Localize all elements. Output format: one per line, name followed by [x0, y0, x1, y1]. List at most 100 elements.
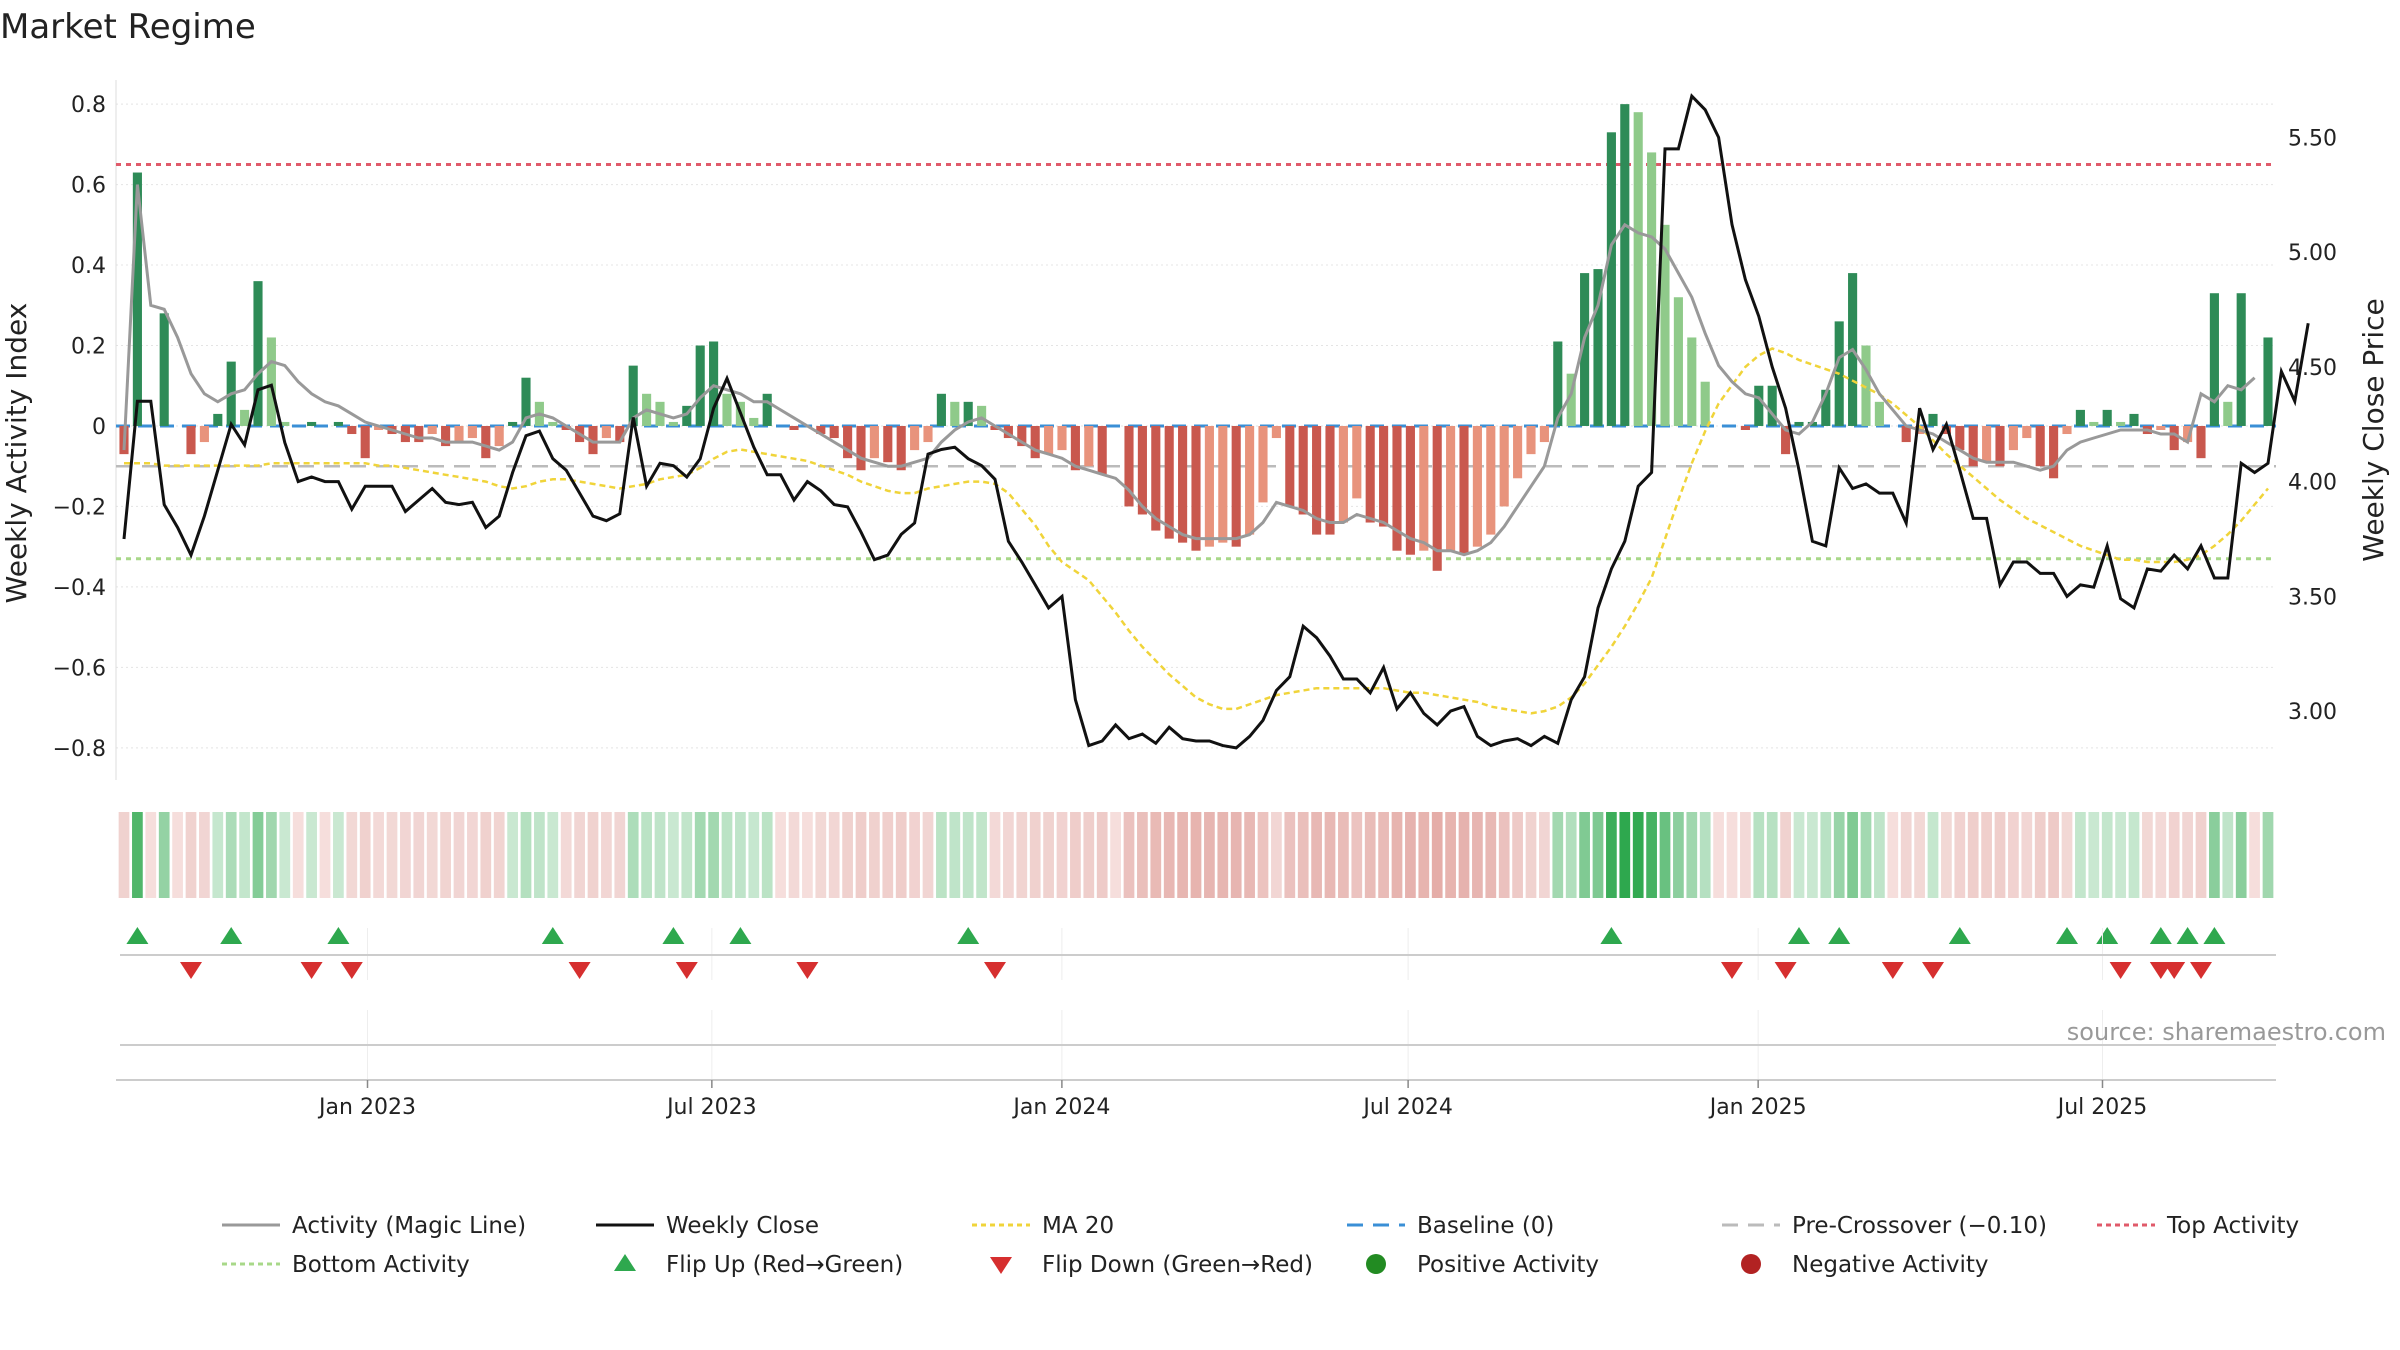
heat-cell: [493, 812, 505, 898]
activity-bar: [253, 281, 263, 426]
activity-bar: [1204, 425, 1214, 547]
heat-cell: [2182, 812, 2193, 898]
activity-bar: [1982, 425, 1992, 463]
activity-bar: [1955, 425, 1965, 451]
heat-cell: [1860, 812, 1872, 898]
activity-bar: [1271, 425, 1281, 439]
flip-up-marker: [2096, 927, 2119, 944]
heat-cell: [2061, 812, 2073, 898]
heat-cell: [1070, 812, 1081, 898]
activity-bar: [1928, 413, 1938, 426]
activity-bar: [601, 425, 611, 439]
heat-cell: [1726, 812, 1738, 898]
heat-cell: [949, 812, 961, 898]
heat-cell: [1056, 812, 1068, 898]
heat-cell: [708, 812, 719, 898]
activity-bar: [1606, 132, 1616, 426]
flip-up-marker: [541, 927, 564, 944]
activity-bar: [548, 421, 558, 426]
activity-bar: [1499, 425, 1509, 507]
activity-bar: [1740, 425, 1750, 430]
activity-bar: [1379, 425, 1389, 527]
heat-cell: [1565, 812, 1577, 898]
legend-label: Positive Activity: [1417, 1252, 1599, 1278]
left-tick-label: 0.2: [71, 335, 106, 360]
activity-bar: [1057, 425, 1067, 451]
activity-bar: [374, 425, 384, 430]
flip-up-marker: [729, 927, 752, 944]
flip-markers: [126, 927, 2226, 979]
activity-bar: [1325, 425, 1335, 535]
activity-bar: [977, 405, 987, 426]
heat-cell: [1673, 812, 1684, 898]
heat-cell: [1954, 812, 1966, 898]
activity-bar: [1539, 425, 1549, 443]
heat-cell: [2128, 812, 2140, 898]
heat-cell: [158, 812, 170, 898]
heat-cell: [1927, 812, 1939, 898]
flip-up-marker: [1948, 927, 1971, 944]
flip-up-marker: [1828, 927, 1851, 944]
left-tick-label: −0.6: [53, 656, 106, 681]
right-tick-label: 3.00: [2288, 700, 2337, 725]
heat-cell: [1981, 812, 1992, 898]
flip-down-marker: [1774, 962, 1797, 979]
flip-up-marker: [2203, 927, 2226, 944]
heat-cell: [1525, 812, 1537, 898]
heat-cell: [252, 812, 264, 898]
flip-up-marker: [220, 927, 243, 944]
flip-up-marker: [662, 927, 685, 944]
heat-cell: [2075, 812, 2086, 898]
activity-bar: [1405, 425, 1415, 555]
heat-cell: [560, 812, 572, 898]
heat-cell: [1874, 812, 1885, 898]
activity-bar: [749, 417, 759, 426]
activity-bar: [494, 425, 504, 447]
heat-cell: [601, 812, 612, 898]
activity-bar: [1285, 425, 1295, 507]
y-right-axis-title: Weekly Close Price: [2357, 298, 2390, 561]
heat-cell: [373, 812, 384, 898]
left-tick-label: 0: [92, 415, 106, 440]
heat-cell: [1498, 812, 1510, 898]
flip-down-marker: [300, 962, 323, 979]
heat-cell: [145, 812, 157, 898]
activity-bar: [333, 421, 343, 426]
heat-cell: [1378, 812, 1389, 898]
heat-cell: [1431, 812, 1443, 898]
activity-bar: [722, 393, 732, 426]
heat-cell: [1552, 812, 1564, 898]
left-axis-ticks: 0.8 0.6 0.4 0.2 0 −0.2 −0.4 −0.6 −0.8: [53, 93, 106, 762]
legend-swatch: [990, 1257, 1012, 1274]
activity-bar: [1419, 425, 1429, 551]
activity-bar: [1459, 425, 1469, 555]
activity-bar: [950, 401, 960, 426]
heat-cell: [1029, 812, 1041, 898]
heat-cell: [2008, 812, 2019, 898]
activity-bar: [1191, 425, 1201, 551]
activity-bar: [1941, 425, 1951, 435]
activity-bar: [1781, 425, 1791, 455]
activity-bar: [762, 393, 772, 426]
activity-bar: [2035, 425, 2045, 467]
heat-cell: [2168, 812, 2180, 898]
heat-cell: [1941, 812, 1952, 898]
activity-bar: [2102, 409, 2112, 426]
heat-cell: [1123, 812, 1135, 898]
heat-cell: [976, 812, 987, 898]
heat-cell: [2195, 812, 2207, 898]
heat-cell: [2034, 812, 2046, 898]
heat-cell: [1324, 812, 1336, 898]
heat-cell: [735, 812, 746, 898]
heat-cell: [1284, 812, 1296, 898]
legend-swatch: [614, 1254, 636, 1271]
activity-bar: [1526, 425, 1536, 455]
heat-cell: [989, 812, 1001, 898]
flip-down-marker: [2109, 962, 2132, 979]
activity-bar: [467, 425, 477, 439]
activity-bar: [1901, 425, 1911, 443]
flip-up-marker: [126, 927, 149, 944]
legend-swatch: [1741, 1254, 1761, 1274]
activity-bar: [2223, 401, 2233, 426]
legend-item: Activity (Magic Line): [222, 1213, 526, 1239]
